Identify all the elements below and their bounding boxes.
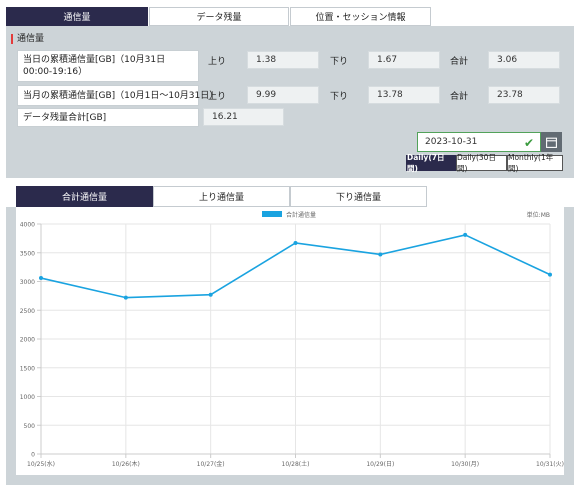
period-monthly-1y-label: Monthly(1年間) [508,153,554,173]
x-tick-label: 10/28(土) [282,460,310,468]
section-title: 通信量 [11,31,44,44]
chart-tab-total-label: 合計通信量 [61,193,107,203]
calendar-button[interactable] [541,132,562,152]
unit-label: 単位:MB [527,211,550,219]
chart-tab-download[interactable]: 下り通信量 [290,186,427,207]
period-daily-30[interactable]: Daily(30日間) [456,153,507,173]
daily-down-value: 1.67 [368,51,440,69]
calendar-icon [546,137,557,148]
x-tick-label: 10/26(木) [112,460,140,468]
data-point [123,295,128,300]
y-tick-label: 1500 [20,365,35,372]
chart-area: 0 500 1000 1500 2000 2500 3000 3500 4000 10/25(水)… [16,207,564,475]
y-tick-label: 2500 [20,308,35,315]
y-tick-label: 3000 [20,279,35,286]
tab-data-remaining[interactable]: データ残量 [149,7,289,26]
remaining-label-text: データ残量合計[GB] [23,112,107,123]
data-point [208,292,213,297]
tab-location-session-label: 位置・セッション情報 [315,13,406,23]
x-tick-label: 10/30(月) [451,461,479,468]
y-tick-label: 500 [24,423,36,430]
y-tick-label: 0 [31,452,35,459]
data-point [293,240,298,245]
monthly-total-value: 23.78 [488,86,560,104]
period-daily-30-label: Daily(30日間) [457,153,496,173]
daily-total-value: 3.06 [488,51,560,69]
monthly-usage-label: 当月の累積通信量[GB]（10月1日〜10月31日） [17,85,218,106]
x-tick-label: 10/25(水) [27,460,55,468]
section-title-marker [11,33,13,44]
period-daily-7[interactable]: Daily(7日間) [406,153,456,173]
y-tick-label: 4000 [20,222,35,229]
date-input[interactable]: 2023-10-31 ✔ [417,132,541,152]
y-tick-label: 3500 [20,250,35,257]
date-input-value: 2023-10-31 [425,137,478,147]
daily-up-label: 上り [208,56,227,67]
traffic-line-chart: 0 500 1000 1500 2000 2500 3000 3500 4000 10/25(水)… [20,211,564,468]
remaining-label: データ残量合計[GB] [17,108,199,127]
monthly-down-value: 13.78 [368,86,440,104]
daily-usage-label: 当日の累積通信量[GB]（10月31日 00:00-19:16） [17,50,199,82]
chart-tab-upload-label: 上り通信量 [198,193,244,203]
tab-data-remaining-label: データ残量 [196,13,242,23]
remaining-value: 16.21 [203,108,284,126]
tab-location-session[interactable]: 位置・セッション情報 [290,7,431,26]
daily-down-label: 下り [330,56,349,67]
daily-up-value: 1.38 [247,51,319,69]
legend-swatch [262,211,282,217]
monthly-up-label: 上り [208,91,227,102]
section-title-text: 通信量 [17,34,45,44]
y-tick-label: 1000 [20,394,35,401]
monthly-up-value: 9.99 [247,86,319,104]
monthly-total-label: 合計 [450,91,469,102]
chart-tab-download-label: 下り通信量 [335,193,381,203]
check-icon: ✔ [523,136,534,150]
period-daily-7-label: Daily(7日間) [407,153,445,173]
data-point [548,272,552,277]
tab-traffic-label: 通信量 [63,13,91,23]
tab-traffic[interactable]: 通信量 [6,7,148,26]
data-point [463,232,468,237]
period-monthly-1y[interactable]: Monthly(1年間) [507,153,563,173]
x-tick-label: 10/27(金) [197,460,225,468]
x-tick-label: 10/29(日) [366,461,394,468]
daily-total-label: 合計 [450,56,469,67]
y-tick-label: 2000 [20,337,35,344]
data-point [378,252,383,257]
x-tick-label: 10/31(火) [536,461,564,468]
daily-usage-label-text: 当日の累積通信量[GB]（10月31日 00:00-19:16） [23,55,166,77]
monthly-usage-label-text: 当月の累積通信量[GB]（10月1日〜10月31日） [23,90,219,101]
monthly-down-label: 下り [330,91,349,102]
legend-label: 合計通信量 [286,211,316,219]
chart-tab-total[interactable]: 合計通信量 [16,186,153,207]
data-point [39,276,43,281]
chart-tab-upload[interactable]: 上り通信量 [153,186,290,207]
